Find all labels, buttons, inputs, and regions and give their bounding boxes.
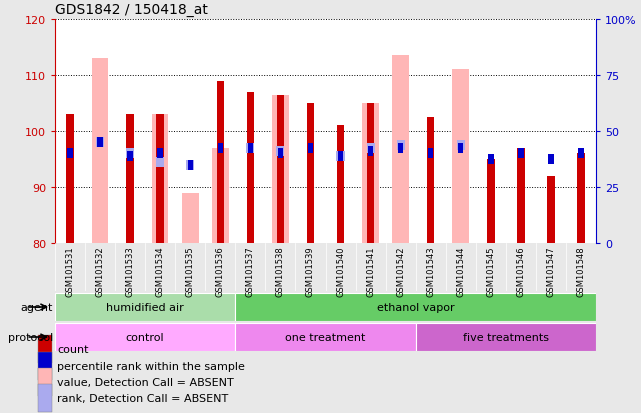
Bar [246, 143, 254, 154]
Bar [186, 160, 194, 170]
Bar [152, 115, 169, 243]
Text: GSM101539: GSM101539 [306, 246, 315, 296]
Bar [398, 143, 403, 154]
Text: GSM101537: GSM101537 [246, 246, 255, 297]
Text: GSM101540: GSM101540 [336, 246, 345, 296]
Bar [577, 154, 585, 243]
Bar [247, 93, 254, 243]
Bar [276, 146, 285, 156]
Bar [217, 143, 223, 154]
Bar [67, 149, 72, 159]
Bar [427, 118, 435, 243]
Bar [518, 149, 524, 159]
Bar [415, 323, 596, 351]
Text: GSM101544: GSM101544 [456, 246, 465, 296]
Text: GDS1842 / 150418_at: GDS1842 / 150418_at [55, 3, 208, 17]
Text: GSM101541: GSM101541 [366, 246, 375, 296]
Text: GSM101547: GSM101547 [546, 246, 555, 296]
Text: ethanol vapor: ethanol vapor [377, 302, 454, 312]
Text: GSM101543: GSM101543 [426, 246, 435, 296]
Bar [158, 149, 163, 159]
Text: GSM101532: GSM101532 [96, 246, 104, 296]
Bar [428, 149, 433, 159]
Bar [126, 115, 134, 243]
Text: one treatment: one treatment [285, 332, 365, 342]
Bar [55, 323, 235, 351]
Bar [66, 115, 74, 243]
Bar [156, 115, 164, 243]
Bar [217, 81, 224, 243]
Bar [92, 59, 108, 243]
Bar [247, 143, 253, 154]
Text: GSM101546: GSM101546 [517, 246, 526, 296]
Bar [397, 140, 404, 151]
Bar [97, 138, 103, 148]
Text: GSM101545: GSM101545 [487, 246, 495, 296]
Bar [235, 293, 596, 321]
Bar [156, 157, 164, 167]
Bar [278, 149, 283, 159]
Bar [337, 152, 345, 162]
Text: protocol: protocol [8, 332, 53, 342]
Bar [277, 95, 284, 243]
Bar [578, 149, 584, 159]
Bar [368, 146, 373, 156]
Bar [338, 152, 343, 162]
Bar [337, 126, 344, 243]
Bar [126, 149, 134, 159]
Bar [55, 293, 235, 321]
Text: count: count [57, 344, 88, 355]
Bar [453, 70, 469, 243]
Bar [548, 154, 554, 165]
Bar [212, 148, 229, 243]
Bar [367, 104, 374, 243]
Bar [182, 193, 199, 243]
Text: agent: agent [21, 302, 53, 312]
Text: percentile rank within the sample: percentile rank within the sample [57, 361, 245, 371]
Text: GSM101538: GSM101538 [276, 246, 285, 297]
Bar [517, 148, 524, 243]
Text: GSM101534: GSM101534 [156, 246, 165, 296]
Text: five treatments: five treatments [463, 332, 549, 342]
Bar [362, 104, 379, 243]
Bar [38, 352, 52, 380]
Bar [38, 368, 52, 396]
Text: rank, Detection Call = ABSENT: rank, Detection Call = ABSENT [57, 393, 228, 403]
Text: humidified air: humidified air [106, 302, 184, 312]
Bar [272, 95, 288, 243]
Bar [367, 143, 374, 154]
Bar [188, 160, 193, 170]
Text: GSM101531: GSM101531 [65, 246, 74, 296]
Bar [38, 336, 52, 363]
Bar [308, 143, 313, 154]
Bar [488, 154, 494, 165]
Text: GSM101535: GSM101535 [186, 246, 195, 296]
Bar [392, 56, 409, 243]
Text: GSM101542: GSM101542 [396, 246, 405, 296]
Text: control: control [126, 332, 165, 342]
Text: GSM101533: GSM101533 [126, 246, 135, 297]
Bar [38, 384, 52, 412]
Bar [96, 138, 104, 148]
Bar [128, 152, 133, 162]
Bar [235, 323, 415, 351]
Text: value, Detection Call = ABSENT: value, Detection Call = ABSENT [57, 377, 234, 387]
Text: GSM101536: GSM101536 [216, 246, 225, 297]
Bar [458, 143, 463, 154]
Text: GSM101548: GSM101548 [576, 246, 585, 296]
Bar [487, 159, 495, 243]
Bar [547, 176, 554, 243]
Bar [306, 104, 314, 243]
Bar [456, 140, 465, 151]
